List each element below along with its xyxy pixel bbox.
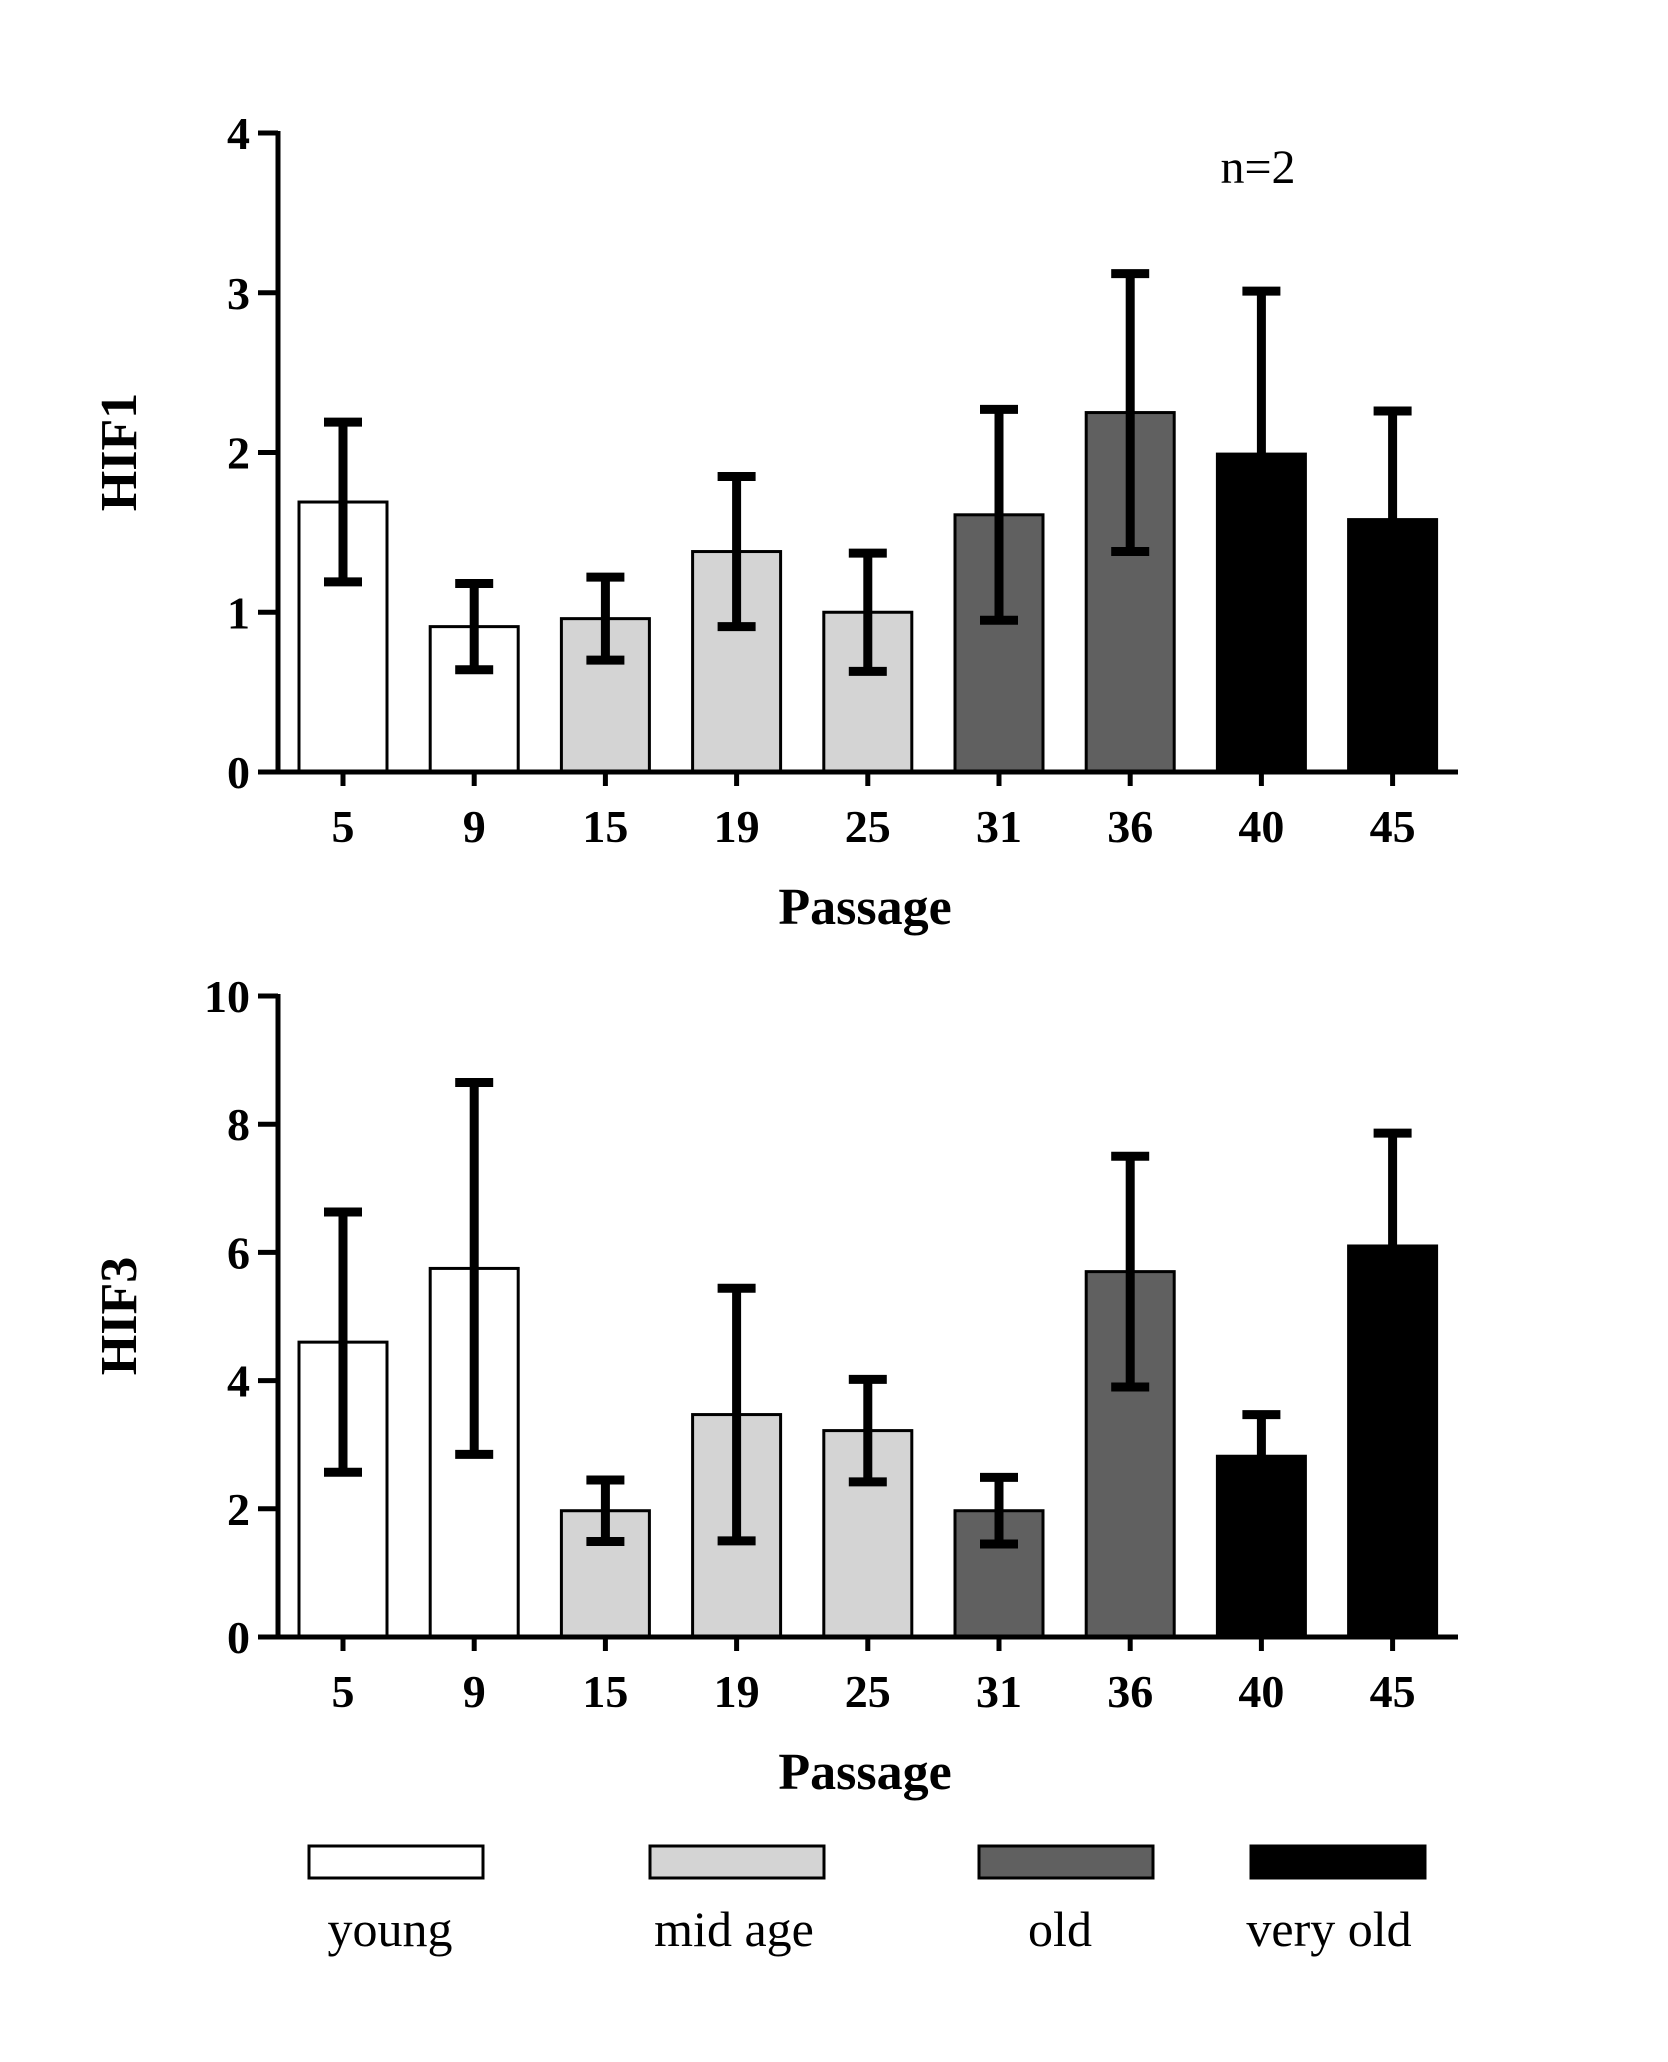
legend-label: very old xyxy=(1246,1901,1411,1957)
error-bar-hif3-15 xyxy=(586,1475,625,1546)
x-tick-label: 36 xyxy=(1107,1666,1153,1717)
x-tick-label: 5 xyxy=(332,801,355,852)
x-tick-label: 40 xyxy=(1238,1666,1284,1717)
x-tick-label: 25 xyxy=(845,801,891,852)
y-tick-label: 0 xyxy=(227,1612,250,1663)
x-tick-label: 45 xyxy=(1370,801,1416,852)
x-tick-label: 9 xyxy=(463,801,486,852)
annotation-n: n=2 xyxy=(1220,141,1295,194)
y-tick-label: 8 xyxy=(227,1099,250,1150)
bar-hif1-19 xyxy=(691,550,783,774)
error-bar-hif3-40 xyxy=(1242,1410,1281,1503)
legend-label: young xyxy=(328,1901,453,1957)
x-tick-label: 25 xyxy=(845,1666,891,1717)
error-bar-hif3-5 xyxy=(324,1207,362,1477)
legend-swatch xyxy=(1249,1844,1427,1880)
error-bar-hif1-25 xyxy=(848,548,887,676)
error-bar-hif1-40 xyxy=(1242,286,1281,622)
legend: young mid age old very old xyxy=(307,1844,1427,1957)
error-bar-hif3-45 xyxy=(1373,1128,1412,1364)
error-bar-hif1-15 xyxy=(586,572,625,665)
error-bar-hif3-19 xyxy=(717,1283,756,1546)
x-tick-label: 5 xyxy=(332,1666,355,1717)
error-bar-hif1-36 xyxy=(1111,269,1150,557)
legend-item-very-old: very old xyxy=(1246,1844,1427,1957)
y-axis-title: HIF3 xyxy=(91,1257,148,1375)
legend-swatch xyxy=(648,1844,826,1880)
legend-label: old xyxy=(1028,1901,1092,1957)
x-tick-label: 36 xyxy=(1107,801,1153,852)
chart-hif3: 0 2 4 6 8 10 5 9 15 19 25 31 36 40 45 Passage HIF3 xyxy=(91,971,1458,1801)
x-tick-label: 15 xyxy=(582,801,628,852)
legend-label: mid age xyxy=(654,1901,814,1957)
y-tick-label: 4 xyxy=(227,1356,250,1407)
x-tick-label: 31 xyxy=(976,1666,1022,1717)
y-axis-title: HIF1 xyxy=(91,393,148,511)
x-tick-label: 9 xyxy=(463,1666,486,1717)
legend-swatch xyxy=(977,1844,1155,1880)
x-axis-title: Passage xyxy=(778,1744,951,1801)
error-bar-hif1-45 xyxy=(1373,406,1412,633)
x-axis-title: Passage xyxy=(778,879,951,936)
error-bar-hif3-36 xyxy=(1111,1151,1150,1392)
y-tick-label: 6 xyxy=(227,1227,250,1278)
error-bar-hif3-31 xyxy=(980,1472,1018,1549)
x-tick-label: 45 xyxy=(1370,1666,1416,1717)
legend-item-old: old xyxy=(977,1844,1155,1957)
x-tick-label: 15 xyxy=(582,1666,628,1717)
error-bar-hif3-9 xyxy=(455,1078,494,1459)
legend-item-young: young xyxy=(307,1844,485,1957)
error-bar-hif3-25 xyxy=(848,1374,887,1487)
error-bar-hif1-9 xyxy=(455,578,494,675)
y-tick-label: 2 xyxy=(227,1484,250,1535)
y-tick-label: 2 xyxy=(227,428,250,479)
legend-swatch xyxy=(307,1844,485,1880)
y-tick-label: 3 xyxy=(227,268,250,319)
x-tick-label: 31 xyxy=(976,801,1022,852)
x-tick-label: 19 xyxy=(714,801,760,852)
error-bar-hif1-19 xyxy=(717,471,756,632)
y-tick-label: 0 xyxy=(227,747,250,798)
error-bar-hif1-31 xyxy=(980,404,1018,625)
y-tick-label: 10 xyxy=(204,971,250,1022)
error-bar-hif1-5 xyxy=(324,417,362,587)
x-tick-label: 40 xyxy=(1238,801,1284,852)
x-tick-label: 19 xyxy=(714,1666,760,1717)
y-tick-label: 4 xyxy=(227,108,250,159)
y-tick-label: 1 xyxy=(227,587,250,638)
legend-item-mid-age: mid age xyxy=(648,1844,826,1957)
